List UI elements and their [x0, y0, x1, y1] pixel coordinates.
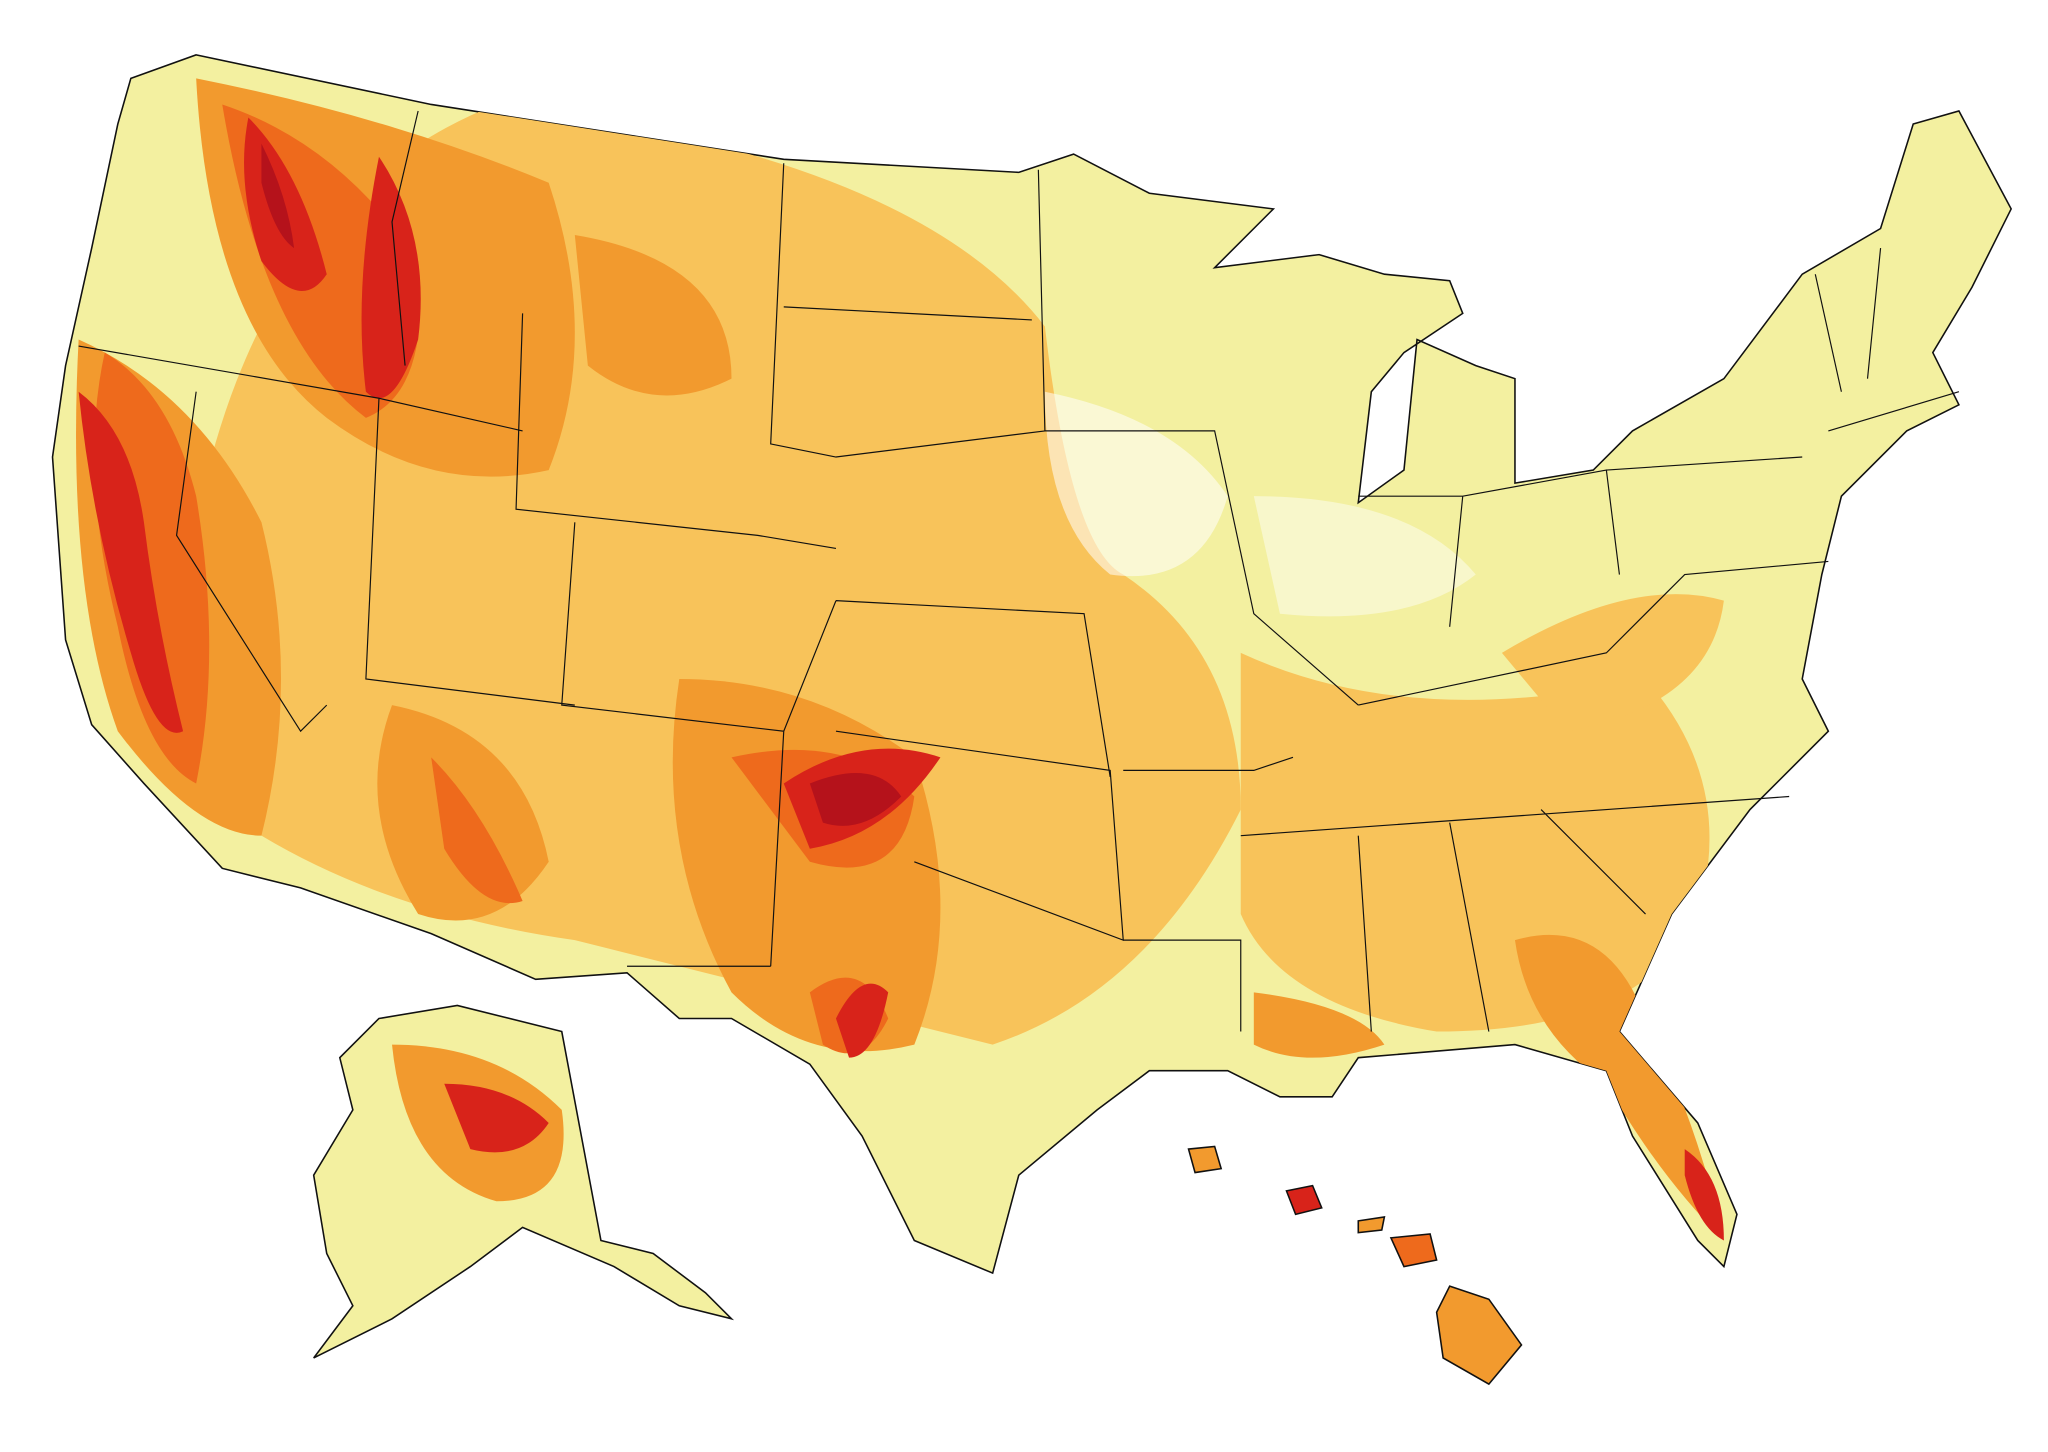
alaska-shading	[444, 1083, 549, 1153]
hawaii-island	[1435, 1285, 1523, 1386]
alaska	[312, 1004, 735, 1359]
hawaii	[1187, 1145, 1523, 1386]
hawaii-island	[1187, 1145, 1223, 1174]
state-borders	[78, 110, 1960, 1032]
conus	[51, 54, 2013, 1275]
hawaii-island	[1357, 1216, 1386, 1234]
hawaii-island	[1285, 1184, 1323, 1216]
hawaii-island	[1389, 1233, 1438, 1268]
hazard-shading	[76, 78, 1724, 1241]
